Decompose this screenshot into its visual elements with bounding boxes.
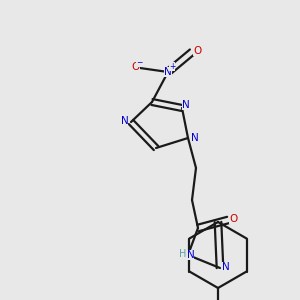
Text: N: N [121,116,128,125]
Text: N: N [191,133,199,143]
Text: O: O [229,214,238,224]
Text: −: − [136,58,142,67]
Text: O: O [193,46,202,56]
Text: N: N [182,100,190,110]
Text: N: N [187,250,194,260]
Text: +: + [169,62,175,71]
Text: H: H [179,249,186,260]
Text: N: N [164,67,172,77]
Text: O: O [132,62,140,72]
Text: N: N [222,262,230,272]
